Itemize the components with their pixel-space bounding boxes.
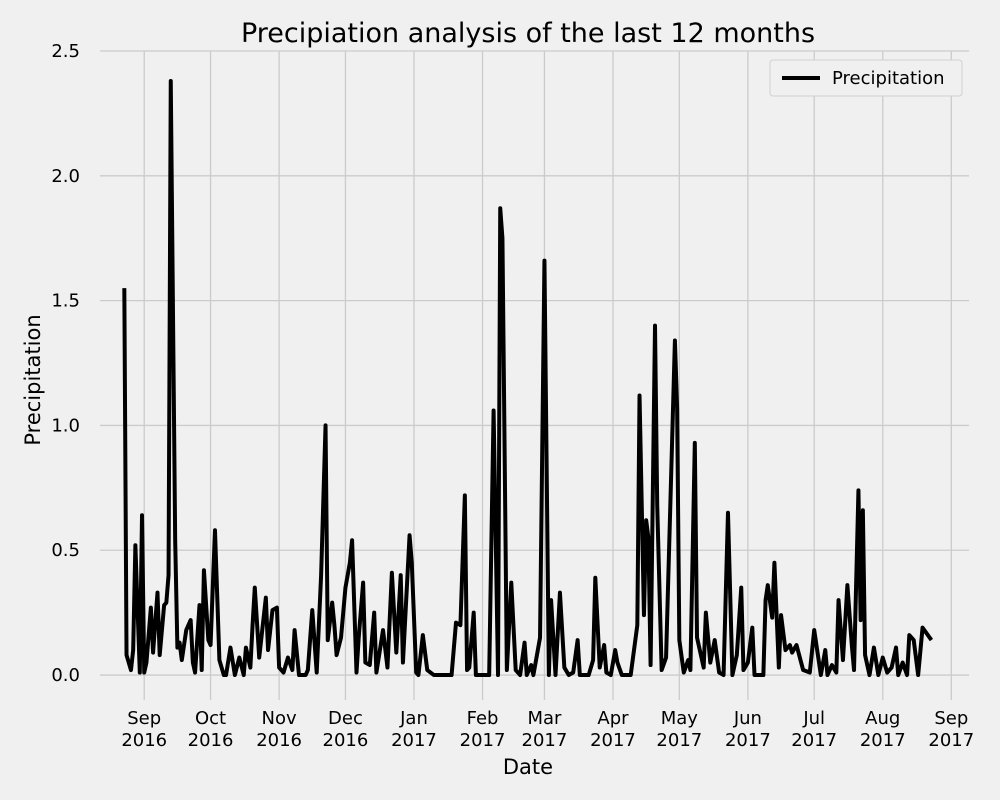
x-tick-label-line: Jul (802, 708, 825, 729)
x-tick-label: Jan 2017 (391, 708, 437, 751)
x-tick-label-line: Feb (467, 708, 499, 729)
x-tick-label: Apr 2017 (590, 708, 636, 751)
x-tick-label: Dec 2016 (323, 708, 369, 751)
y-tick-label: 2.5 (51, 41, 80, 62)
x-tick-label-line: 2017 (656, 730, 702, 751)
data-line (122, 78, 934, 678)
x-tick-label-line: 2016 (121, 730, 167, 751)
x-tick-label-line: 2017 (391, 730, 437, 751)
y-tick-label: 1.0 (51, 415, 80, 436)
x-tick-label-line: Nov (262, 708, 297, 729)
x-tick-label: Aug 2017 (860, 708, 906, 751)
y-tick-label: 0.0 (51, 665, 80, 686)
x-tick-label-line: 2016 (188, 730, 234, 751)
x-tick-label-line: 2016 (256, 730, 302, 751)
x-axis-label: Date (503, 755, 553, 779)
y-tick-label: 1.5 (51, 291, 80, 312)
x-tick-label: Oct 2016 (188, 708, 234, 751)
x-tick-label: Sep 2016 (121, 708, 167, 751)
x-tick-label-line: Oct (195, 708, 226, 729)
chart-title: Precipiation analysis of the last 12 mon… (241, 18, 815, 49)
x-tick-label-line: 2017 (522, 730, 568, 751)
legend-label: Precipitation (832, 68, 945, 89)
x-tick-label-line: Sep (127, 708, 161, 729)
x-tick-label: Feb 2017 (460, 708, 506, 751)
x-tick-label-line: Jun (733, 708, 762, 729)
x-tick-label-line: 2017 (791, 730, 837, 751)
x-tick-label-line: 2017 (460, 730, 506, 751)
x-tick-label-line: 2016 (323, 730, 369, 751)
x-tick-label-line: Jan (399, 708, 428, 729)
x-tick-label-line: Mar (527, 708, 562, 729)
x-tick-label-line: Sep (934, 708, 968, 729)
y-tick-label: 0.5 (51, 540, 80, 561)
y-axis-label: Precipitation (21, 314, 45, 445)
x-tick-label-line: 2017 (860, 730, 906, 751)
x-tick-label: Mar 2017 (522, 708, 568, 751)
x-tick-label-line: Apr (597, 708, 629, 729)
x-tick-label: Nov 2016 (256, 708, 302, 751)
x-tick-label-line: Dec (328, 708, 363, 729)
x-tick-label: Sep 2017 (928, 708, 974, 751)
x-tick-label-line: 2017 (590, 730, 636, 751)
x-tick-label-line: 2017 (725, 730, 771, 751)
x-tick-label-line: May (661, 708, 699, 729)
x-tick-label-line: Aug (865, 708, 900, 729)
x-tick-label: May 2017 (656, 708, 702, 751)
x-tick-label-line: 2017 (928, 730, 974, 751)
legend-box (769, 59, 963, 97)
y-tick-label: 2.0 (51, 166, 80, 187)
x-tick-label: Jul 2017 (791, 708, 837, 751)
x-tick-label: Jun 2017 (725, 708, 771, 751)
